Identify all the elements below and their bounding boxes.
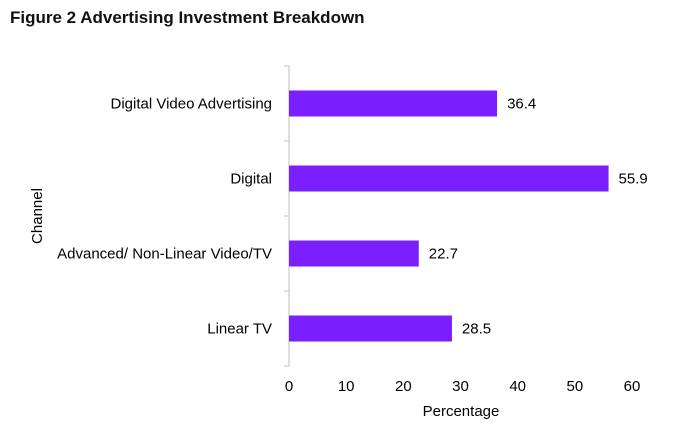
y-axis-title: Channel <box>29 188 46 244</box>
bar <box>289 240 419 267</box>
bar <box>289 315 452 342</box>
x-axis-title: Percentage <box>423 403 500 420</box>
x-tick-label: 0 <box>285 378 293 395</box>
data-label: 55.9 <box>619 171 648 188</box>
data-label: 28.5 <box>462 321 491 338</box>
data-label: 22.7 <box>429 246 458 263</box>
x-tick-label: 20 <box>395 378 412 395</box>
x-tick-label: 10 <box>338 378 355 395</box>
chart-title: Figure 2 Advertising Investment Breakdow… <box>10 8 365 27</box>
bar <box>289 90 498 117</box>
x-tick-label: 30 <box>452 378 469 395</box>
category-label: Advanced/ Non-Linear Video/TV <box>57 246 272 263</box>
bar <box>289 165 609 192</box>
x-tick-label: 40 <box>509 378 526 395</box>
x-tick-label: 50 <box>566 378 583 395</box>
x-tick-label: 60 <box>624 378 641 395</box>
category-label: Digital Video Advertising <box>111 96 272 113</box>
category-label: Linear TV <box>207 321 272 338</box>
category-label: Digital <box>230 171 272 188</box>
data-label: 36.4 <box>507 96 536 113</box>
